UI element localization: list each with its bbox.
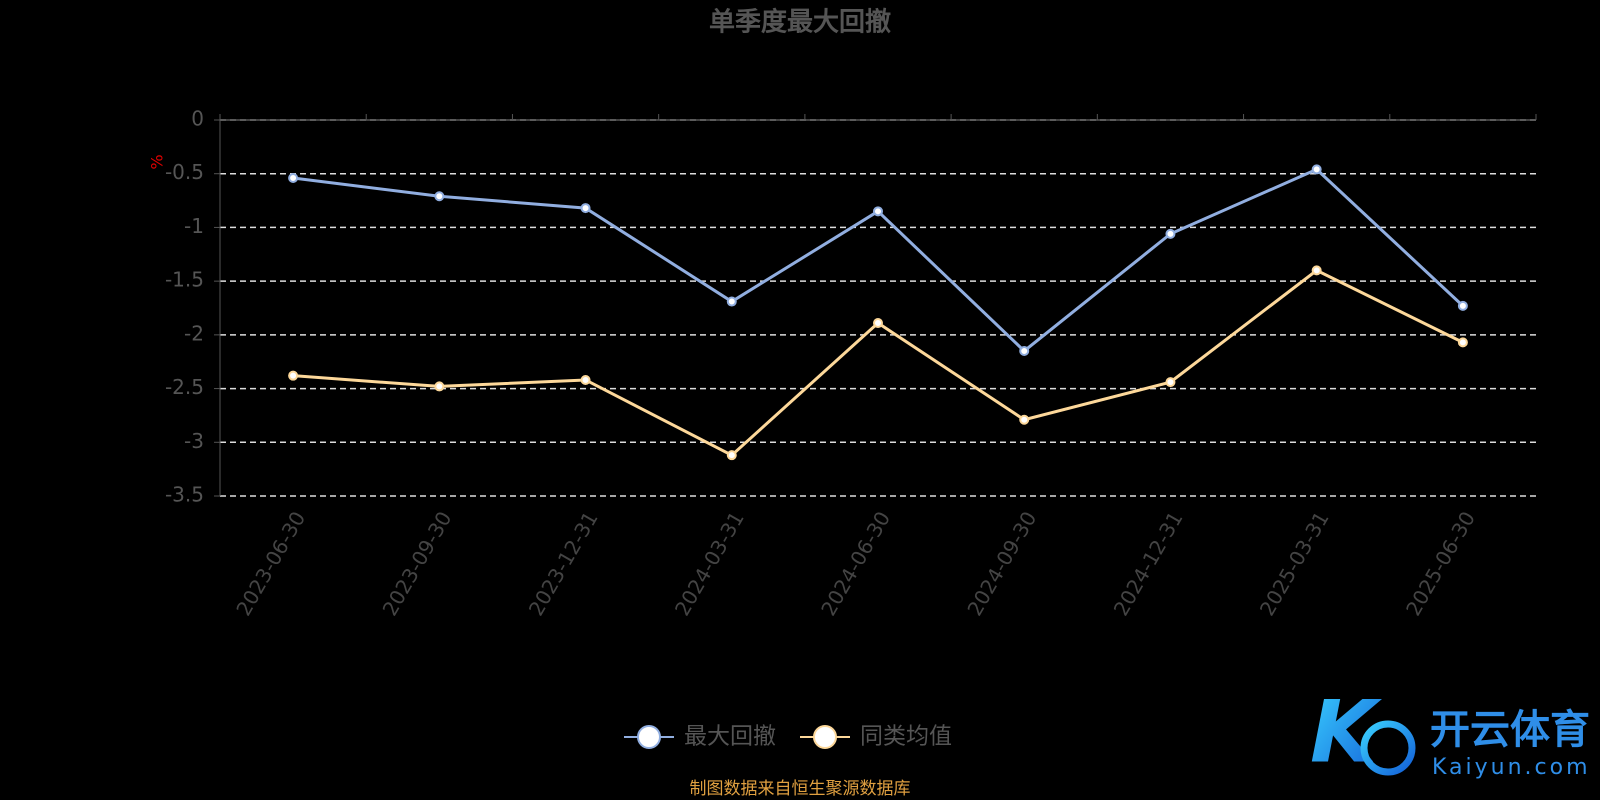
watermark-url: Kaiyun.com xyxy=(1432,755,1591,780)
data-point xyxy=(1457,337,1468,348)
data-point xyxy=(726,296,737,307)
watermark: K 开云体育 Kaiyun.com xyxy=(1310,682,1591,782)
data-point xyxy=(1019,414,1030,425)
watermark-ball xyxy=(1360,720,1416,776)
y-tick-label: -3 xyxy=(184,429,204,453)
source: 制图数据来自恒生聚源数据库 xyxy=(690,779,911,799)
data-point xyxy=(1311,265,1322,276)
data-point xyxy=(1165,377,1176,388)
legend-label: 同类均值 xyxy=(860,724,952,750)
data-point xyxy=(1019,345,1030,356)
y-tick-label: 0 xyxy=(191,107,204,131)
legend-label: 最大回撤 xyxy=(684,724,776,750)
y-tick-label: -2 xyxy=(184,321,204,345)
data-point xyxy=(288,173,299,184)
data-point xyxy=(873,318,883,329)
legend-marker xyxy=(813,725,837,749)
data-point xyxy=(873,206,883,217)
watermark-name: 开云体育 xyxy=(1430,707,1590,753)
y-tick-label: -3.5 xyxy=(165,483,204,507)
y-tick-label: -1 xyxy=(184,214,204,238)
chart-title: 单季度最大回撤 xyxy=(709,7,891,38)
data-point xyxy=(580,203,591,214)
y-tick-label: -0.5 xyxy=(165,160,204,184)
data-point xyxy=(288,370,299,381)
data-point xyxy=(434,381,445,392)
data-point xyxy=(580,374,591,385)
y-unit: % xyxy=(148,154,167,169)
data-point xyxy=(1457,300,1468,311)
legend-marker xyxy=(637,725,661,749)
y-tick-label: -1.5 xyxy=(165,268,204,292)
data-point xyxy=(726,450,737,461)
data-point xyxy=(434,191,445,202)
y-tick-label: -2.5 xyxy=(165,375,204,399)
data-point xyxy=(1165,228,1176,239)
data-point xyxy=(1311,164,1322,175)
